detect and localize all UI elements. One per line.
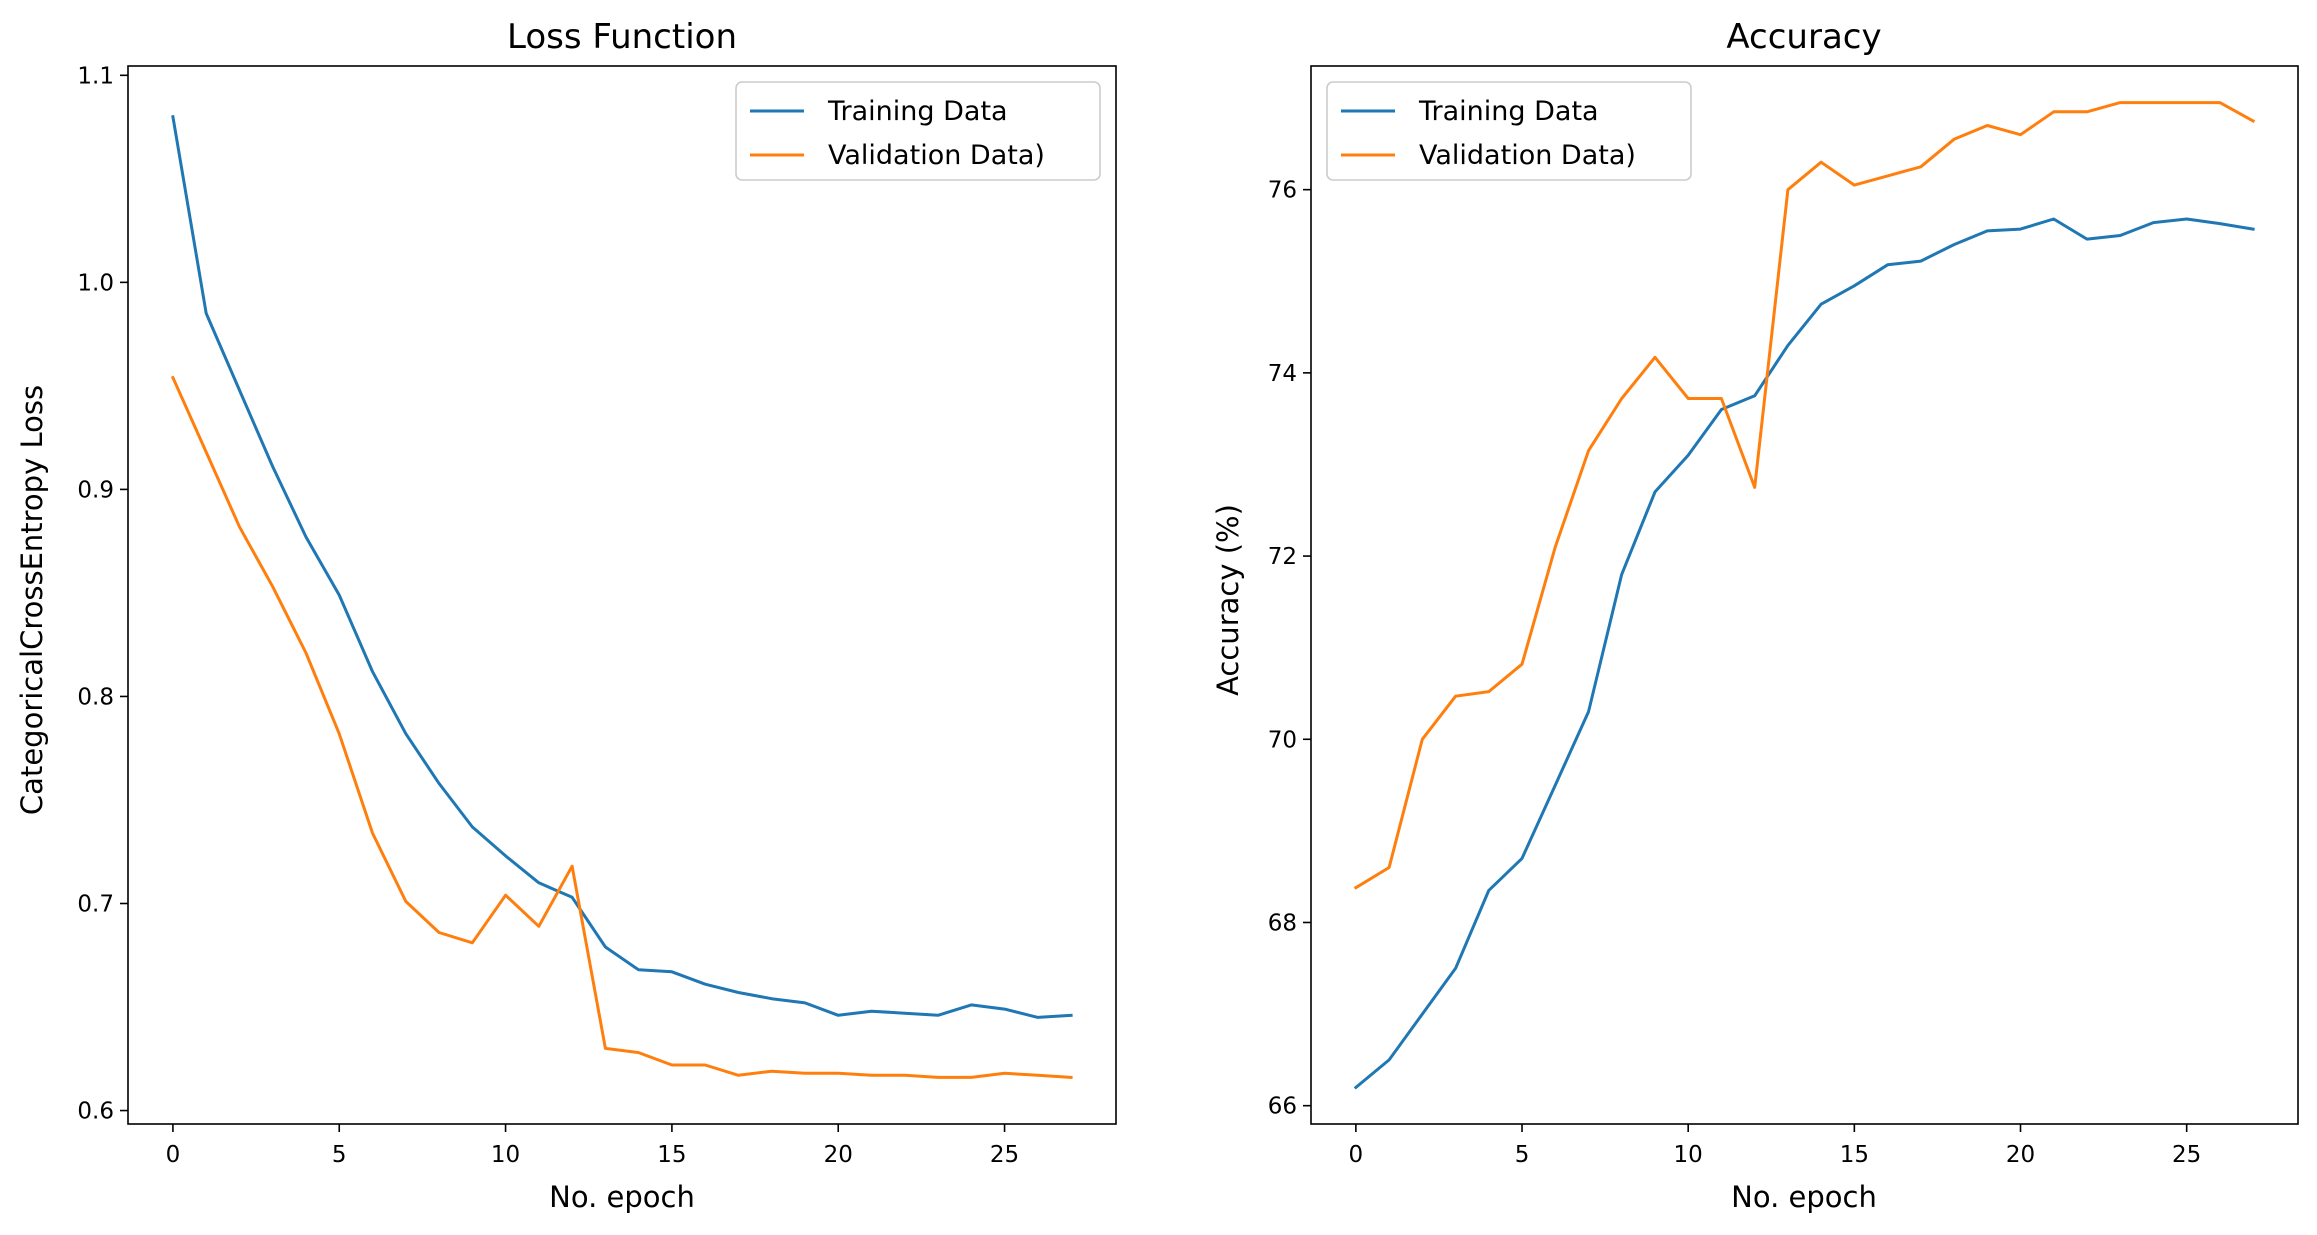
accuracy-chart-y-axis-label: Accuracy (%): [1211, 504, 1245, 696]
accuracy-x-tick-label: 10: [1674, 1142, 1703, 1168]
loss-series-line-validation: [170, 375, 1073, 1079]
accuracy-chart-lines: [1353, 101, 2256, 1090]
accuracy-chart-ticks: 0 5 10 15 20 25 66 68 70 72 74 76: [1268, 178, 2202, 1168]
loss-chart-x-axis-label: No. epoch: [549, 1180, 695, 1214]
loss-chart-lines: [170, 114, 1073, 1079]
loss-y-tick-label: 0.9: [77, 477, 114, 503]
accuracy-series-line-validation: [1353, 101, 2256, 890]
accuracy-chart-x-axis-label: No. epoch: [1731, 1180, 1877, 1214]
loss-x-tick-label: 15: [657, 1142, 686, 1168]
accuracy-chart-legend: Training Data Validation Data): [1326, 81, 1692, 181]
loss-x-tick-label: 5: [332, 1142, 347, 1168]
loss-chart: Loss Function No. epoch CategoricalCross…: [15, 17, 1117, 1214]
accuracy-x-tick-label: 5: [1515, 1142, 1530, 1168]
accuracy-y-tick-label: 74: [1268, 361, 1297, 387]
accuracy-chart-plot-frame: [1310, 65, 2299, 1125]
loss-x-tick-label: 0: [166, 1142, 181, 1168]
accuracy-legend-box: [1326, 81, 1692, 181]
accuracy-y-tick-label: 70: [1268, 727, 1297, 753]
accuracy-x-tick-label: 15: [1840, 1142, 1869, 1168]
loss-legend-label: Training Data: [827, 96, 1008, 127]
loss-x-tick-label: 20: [824, 1142, 853, 1168]
loss-legend-label: Validation Data): [828, 140, 1045, 171]
accuracy-chart: Accuracy No. epoch Accuracy (%) 0 5 10 15 20…: [1211, 17, 2299, 1214]
loss-chart-ticks: 0 5 10 15 20 25 0.6 0.7 0.8 0.9 1.0 1.1: [77, 63, 1019, 1168]
loss-y-tick-label: 1.0: [77, 270, 114, 296]
loss-series-line-training: [171, 114, 1073, 1019]
accuracy-y-tick-label: 68: [1268, 910, 1297, 936]
loss-legend-box: [735, 81, 1101, 181]
accuracy-series-line-training: [1353, 217, 2255, 1090]
accuracy-legend-label: Validation Data): [1419, 140, 1636, 171]
loss-y-tick-label: 0.8: [77, 684, 114, 710]
loss-chart-y-axis-label: CategoricalCrossEntropy Loss: [15, 385, 49, 815]
accuracy-legend-label: Training Data: [1418, 96, 1599, 127]
accuracy-y-tick-label: 76: [1268, 178, 1297, 204]
accuracy-x-tick-label: 0: [1349, 1142, 1364, 1168]
accuracy-chart-title: Accuracy: [1726, 17, 1881, 57]
accuracy-x-tick-label: 20: [2006, 1142, 2035, 1168]
accuracy-x-tick-label: 25: [2172, 1142, 2201, 1168]
accuracy-y-tick-label: 72: [1268, 544, 1297, 570]
loss-x-tick-label: 10: [491, 1142, 520, 1168]
loss-y-tick-label: 1.1: [77, 63, 114, 89]
loss-chart-legend: Training Data Validation Data): [735, 81, 1101, 181]
loss-chart-title: Loss Function: [507, 17, 737, 57]
loss-y-tick-label: 0.6: [77, 1099, 114, 1125]
loss-x-tick-label: 25: [990, 1142, 1019, 1168]
loss-chart-plot-frame: [127, 65, 1117, 1125]
accuracy-y-tick-label: 66: [1268, 1094, 1297, 1120]
loss-y-tick-label: 0.7: [77, 891, 114, 917]
